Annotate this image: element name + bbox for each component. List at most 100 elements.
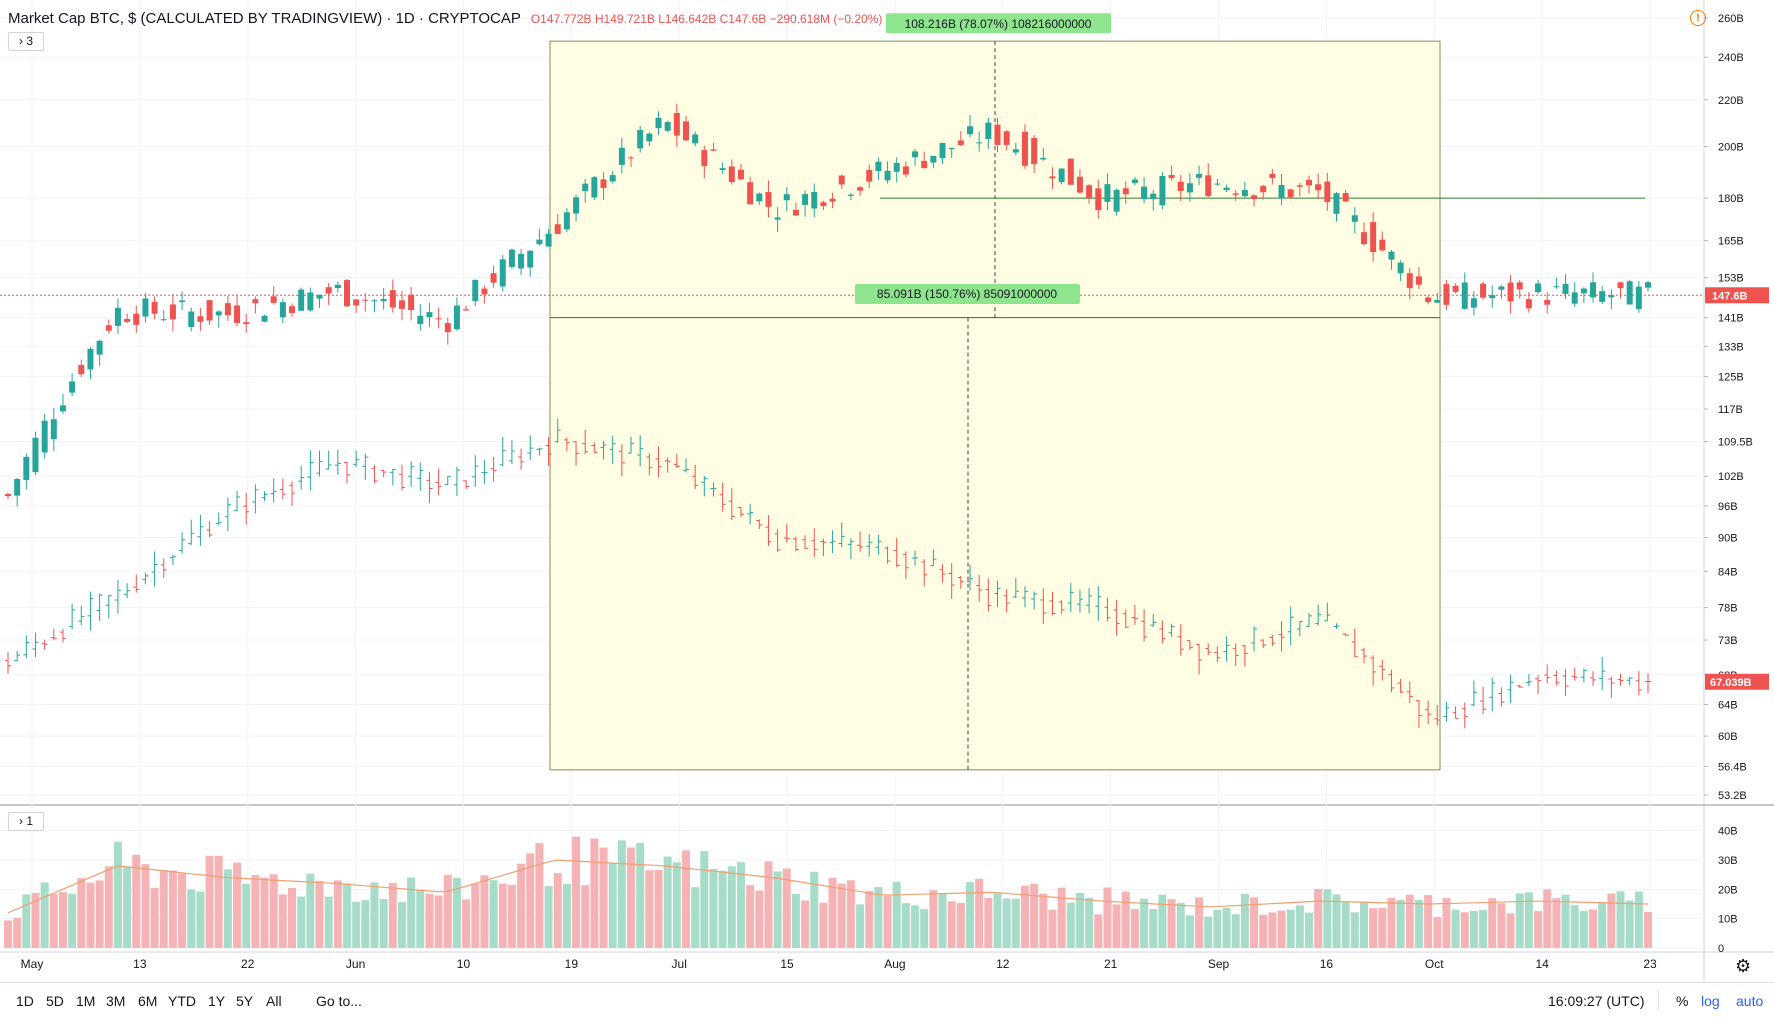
volume-bar xyxy=(68,893,77,948)
range-1m-button[interactable]: 1M xyxy=(76,993,96,1009)
gear-icon[interactable]: ⚙ xyxy=(1735,956,1752,976)
volume-bar xyxy=(617,840,626,948)
candle-body xyxy=(994,124,1001,145)
volume-bar xyxy=(562,883,571,948)
candle-body xyxy=(1535,283,1542,293)
range-6m-button[interactable]: 6M xyxy=(138,993,158,1009)
symbol-title[interactable]: Market Cap BTC, $ (CALCULATED BY TRADING… xyxy=(8,10,521,27)
volume-axis-label: 20B xyxy=(1718,884,1738,896)
candle-body xyxy=(976,142,983,144)
range-5d-button[interactable]: 5D xyxy=(46,993,64,1009)
volume-bar xyxy=(846,880,855,948)
volume-bar xyxy=(49,894,58,948)
volume-axis-label: 10B xyxy=(1718,914,1738,926)
volume-bar xyxy=(1433,917,1442,948)
time-axis-label: Sep xyxy=(1208,957,1230,971)
volume-bar xyxy=(1250,897,1259,948)
volume-bar xyxy=(1332,894,1341,948)
volume-bar xyxy=(489,880,498,948)
candle-body xyxy=(1480,283,1487,298)
volume-bar xyxy=(947,901,956,948)
time-axis-label: 23 xyxy=(1643,957,1657,971)
candle-body xyxy=(408,294,415,311)
candle-body xyxy=(279,302,286,318)
volume-bar xyxy=(452,877,461,948)
candle-body xyxy=(1507,282,1514,302)
candle-body xyxy=(151,301,158,314)
candle-body xyxy=(609,175,616,182)
volume-bar xyxy=(700,851,709,948)
volume-bar xyxy=(645,870,654,948)
volume-bar xyxy=(1094,914,1103,948)
auto-scale-toggle[interactable]: auto xyxy=(1736,993,1764,1009)
candle-body xyxy=(59,405,66,412)
range-1y-button[interactable]: 1Y xyxy=(208,993,226,1009)
volume-bar xyxy=(434,895,443,948)
candle-body xyxy=(1626,281,1633,305)
volume-bar xyxy=(1158,894,1167,948)
volume-bar xyxy=(214,855,223,948)
time-axis-label: Aug xyxy=(884,957,905,971)
candle-body xyxy=(1553,286,1560,288)
range-all-button[interactable]: All xyxy=(266,993,282,1009)
candle-body xyxy=(133,313,140,325)
candle-body xyxy=(1141,186,1148,200)
goto-date-button[interactable]: Go to... xyxy=(316,993,362,1009)
candle-body xyxy=(142,298,149,317)
log-scale-toggle[interactable]: log xyxy=(1701,993,1720,1009)
candle-body xyxy=(1562,283,1569,295)
volume-bar xyxy=(727,866,736,948)
volume-bar xyxy=(1066,902,1075,948)
range-3m-button[interactable]: 3M xyxy=(106,993,126,1009)
candle-body xyxy=(389,290,396,308)
volume-bar xyxy=(911,905,920,948)
volume-bar xyxy=(288,888,297,948)
volume-bar xyxy=(1369,908,1378,948)
percent-scale-toggle[interactable]: % xyxy=(1676,993,1689,1009)
candle-body xyxy=(1095,188,1102,211)
volume-bar xyxy=(1011,898,1020,948)
volume-bar xyxy=(306,873,315,948)
volume-bar xyxy=(315,880,324,948)
volume-bar xyxy=(1451,909,1460,948)
time-axis-label: Oct xyxy=(1425,957,1444,971)
volume-bar xyxy=(755,890,764,948)
volume-bar xyxy=(324,896,333,948)
indicators-toggle-button[interactable]: › 3 xyxy=(8,32,44,51)
candle-body xyxy=(1196,173,1203,178)
candle-body xyxy=(1012,149,1019,153)
candle-body xyxy=(69,381,76,393)
volume-bar xyxy=(1634,891,1643,948)
price-axis-label: 153B xyxy=(1718,273,1744,285)
candle-body xyxy=(811,191,818,209)
candle-body xyxy=(939,142,946,159)
candle-body xyxy=(1571,292,1578,304)
price-chart[interactable]: 260B 240B 220B 200B 180B 165B 153B 141B 133B 125B… xyxy=(0,0,1774,982)
candle-body xyxy=(23,456,30,480)
volume-indicator-toggle-button[interactable]: › 1 xyxy=(8,812,44,831)
volume-bar xyxy=(1268,912,1277,948)
candle-body xyxy=(1076,176,1083,193)
candle-body xyxy=(1425,297,1432,303)
candle-body xyxy=(5,494,11,497)
volume-bar xyxy=(1460,912,1469,948)
volume-bar xyxy=(1149,909,1158,948)
price-axis-label: 60B xyxy=(1718,731,1738,743)
volume-bar xyxy=(425,893,434,948)
volume-bar xyxy=(1607,893,1616,948)
alert-circle-icon[interactable]: ! xyxy=(1690,10,1706,26)
volume-bar xyxy=(1359,902,1368,948)
range-5y-button[interactable]: 5Y xyxy=(236,993,254,1009)
volume-bar xyxy=(1598,902,1607,948)
volume-bar xyxy=(141,864,150,948)
volume-bar xyxy=(993,893,1002,948)
candle-body xyxy=(1086,185,1093,198)
candle-body xyxy=(747,182,754,205)
candle-body xyxy=(197,316,204,322)
range-ytd-button[interactable]: YTD xyxy=(168,993,196,1009)
candle-body xyxy=(1516,282,1523,290)
candle-body xyxy=(1645,282,1651,288)
range-1d-button[interactable]: 1D xyxy=(16,993,34,1009)
candle-body xyxy=(1003,131,1010,145)
volume-bar xyxy=(901,903,910,948)
